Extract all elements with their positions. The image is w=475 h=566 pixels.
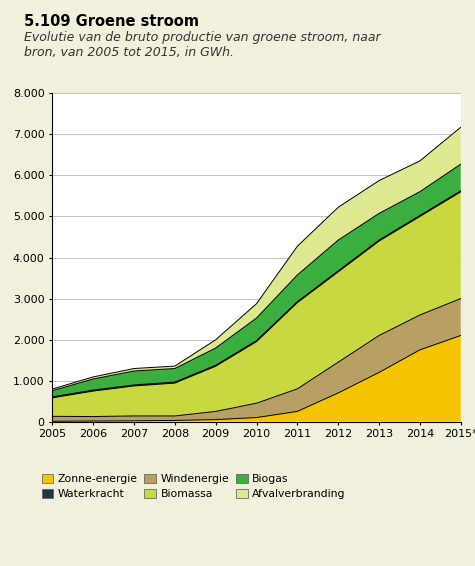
Text: Evolutie van de bruto productie van groene stroom, naar
bron, van 2005 tot 2015,: Evolutie van de bruto productie van groe… <box>24 31 380 59</box>
Text: 5.109 Groene stroom: 5.109 Groene stroom <box>24 14 199 29</box>
Legend: Zonne-energie, Waterkracht, Windenergie, Biomassa, Biogas, Afvalverbranding: Zonne-energie, Waterkracht, Windenergie,… <box>37 470 350 503</box>
